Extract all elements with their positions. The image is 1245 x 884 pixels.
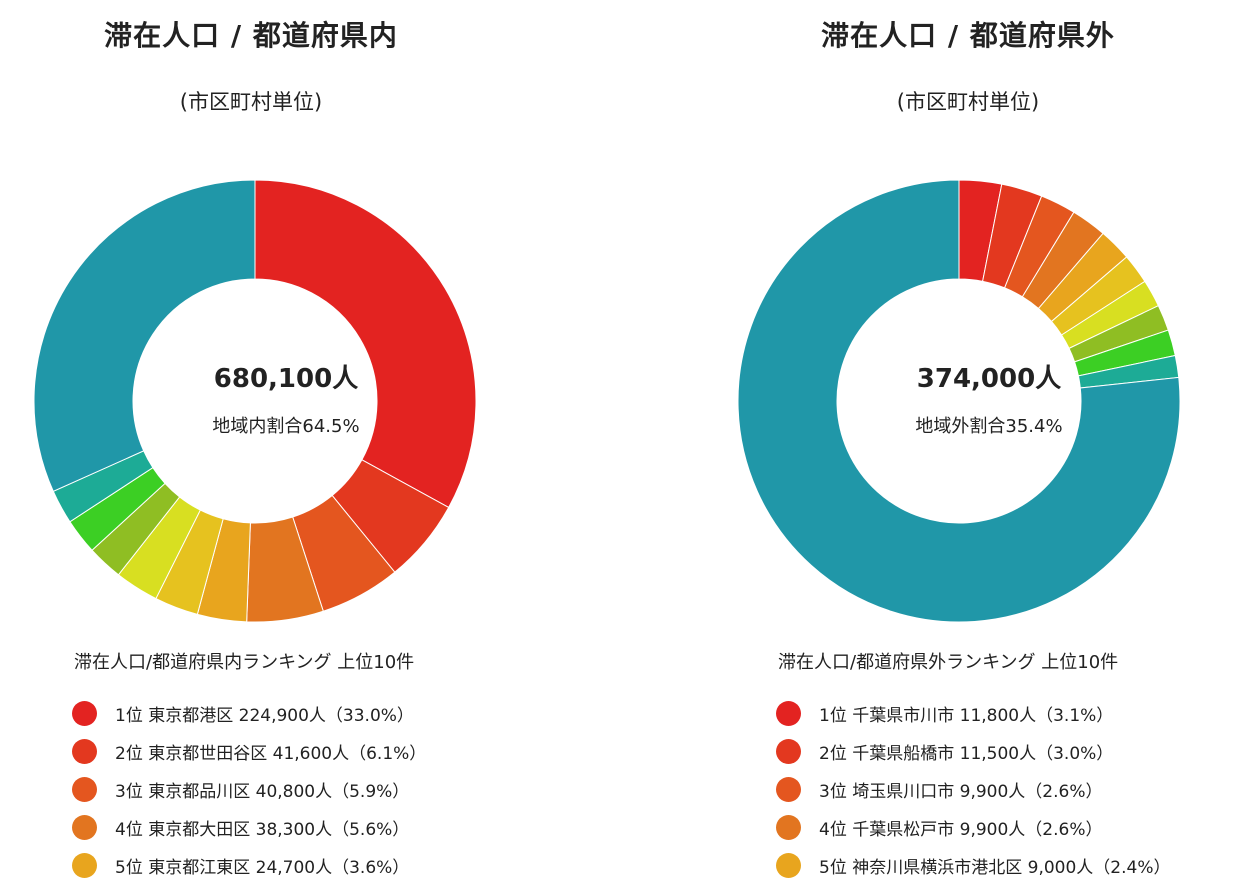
- color-dot-icon: [776, 700, 801, 726]
- donut-slice-11: [34, 180, 256, 492]
- ranking-label: 2位 東京都世田谷区 41,600人（6.1%）: [115, 743, 427, 764]
- chart-subtitle: (市区町村単位): [896, 90, 1040, 114]
- ranking-item: 2位 東京都世田谷区 41,600人（6.1%）: [72, 732, 426, 770]
- ranking-item: 1位 東京都港区 224,900人（33.0%）: [72, 694, 426, 732]
- color-dot-icon: [72, 852, 97, 878]
- color-dot-icon: [72, 814, 97, 840]
- panel-inside-prefecture: 滞在人口 / 都道府県内 (市区町村単位) 680,100人 地域内割合64.5…: [0, 0, 622, 880]
- donut-chart: [738, 180, 1180, 622]
- ranking-label: 4位 東京都大田区 38,300人（5.6%）: [115, 819, 410, 840]
- panel-outside-prefecture: 滞在人口 / 都道府県外 (市区町村単位) 374,000人 地域外割合35.4…: [623, 0, 1245, 880]
- ranking-label: 1位 東京都港区 224,900人（33.0%）: [115, 705, 414, 726]
- chart-title: 滞在人口 / 都道府県外: [821, 19, 1115, 52]
- donut-slice-1: [254, 180, 476, 509]
- center-value: 374,000人: [916, 364, 1062, 394]
- ranking-label: 3位 東京都品川区 40,800人（5.9%）: [115, 781, 410, 802]
- ranking-item: 4位 東京都大田区 38,300人（5.6%）: [72, 808, 426, 846]
- ranking-item: 1位 千葉県市川市 11,800人（3.1%）: [776, 694, 1170, 732]
- ranking-label: 5位 神奈川県横浜市港北区 9,000人（2.4%）: [819, 857, 1171, 878]
- center-value: 680,100人: [213, 364, 359, 394]
- ranking-label: 2位 千葉県船橋市 11,500人（3.0%）: [819, 743, 1114, 764]
- donut-slice-11: [738, 180, 1180, 622]
- ranking-item: 5位 東京都江東区 24,700人（3.6%）: [72, 846, 426, 884]
- ranking-label: 5位 東京都江東区 24,700人（3.6%）: [115, 857, 410, 878]
- ranking-title: 滞在人口/都道府県外ランキング 上位10件: [778, 652, 1119, 673]
- ranking-list: 1位 千葉県市川市 11,800人（3.1%） 2位 千葉県船橋市 11,500…: [776, 694, 1170, 884]
- color-dot-icon: [776, 776, 801, 802]
- color-dot-icon: [776, 814, 801, 840]
- ranking-label: 1位 千葉県市川市 11,800人（3.1%）: [819, 705, 1114, 726]
- ranking-title: 滞在人口/都道府県内ランキング 上位10件: [74, 652, 415, 673]
- color-dot-icon: [72, 776, 97, 802]
- center-ratio: 地域内割合64.5%: [212, 416, 360, 437]
- color-dot-icon: [72, 700, 97, 726]
- color-dot-icon: [776, 852, 801, 878]
- color-dot-icon: [776, 738, 801, 764]
- ranking-item: 5位 神奈川県横浜市港北区 9,000人（2.4%）: [776, 846, 1170, 884]
- center-ratio: 地域外割合35.4%: [915, 416, 1063, 437]
- ranking-item: 3位 東京都品川区 40,800人（5.9%）: [72, 770, 426, 808]
- ranking-item: 2位 千葉県船橋市 11,500人（3.0%）: [776, 732, 1170, 770]
- chart-subtitle: (市区町村単位): [179, 90, 323, 114]
- ranking-item: 4位 千葉県松戸市 9,900人（2.6%）: [776, 808, 1170, 846]
- ranking-list: 1位 東京都港区 224,900人（33.0%） 2位 東京都世田谷区 41,6…: [72, 694, 426, 884]
- ranking-label: 3位 埼玉県川口市 9,900人（2.6%）: [819, 781, 1103, 802]
- chart-title: 滞在人口 / 都道府県内: [104, 19, 398, 52]
- ranking-item: 3位 埼玉県川口市 9,900人（2.6%）: [776, 770, 1170, 808]
- color-dot-icon: [72, 738, 97, 764]
- donut-chart: [34, 180, 476, 622]
- ranking-label: 4位 千葉県松戸市 9,900人（2.6%）: [819, 819, 1103, 840]
